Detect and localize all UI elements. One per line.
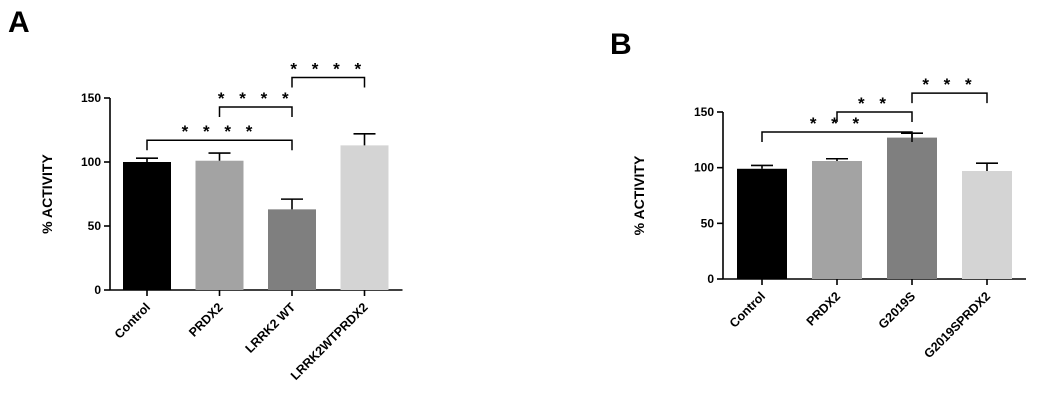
bar-prdx2 <box>812 160 862 279</box>
y-tick-label: 100 <box>81 155 101 169</box>
significance-bracket <box>761 131 913 143</box>
significance-label: * * * * <box>182 122 258 141</box>
significance-label: * * * * <box>290 60 366 79</box>
panel-letter-a: A <box>8 6 30 39</box>
y-tick-label: 50 <box>88 219 102 233</box>
category-label: PRDX2 <box>804 289 843 328</box>
significance-bracket <box>291 76 366 88</box>
bar-g2019s <box>887 137 937 279</box>
significance-bracket <box>911 92 988 104</box>
category-label: Control <box>727 289 768 330</box>
y-tick-label: 0 <box>94 283 101 297</box>
category-label: PRDX2 <box>186 300 225 339</box>
significance-bracket <box>836 111 913 122</box>
significance-bracket <box>218 106 293 117</box>
chart-panel-b: 0 50 100 150 % ACTIVITY Control PRDX2 G2019S G20… <box>631 75 1026 361</box>
y-tick-label: 50 <box>701 216 715 230</box>
bar-control <box>123 162 171 290</box>
y-tick-label: 100 <box>694 161 714 175</box>
significance-label: * * * * <box>218 89 294 108</box>
bar-g2019sprdx2 <box>962 171 1012 279</box>
bar-lrrk2wtprdx2 <box>340 145 389 290</box>
category-label: G2019S <box>876 289 918 331</box>
y-tick-label: 150 <box>81 91 101 105</box>
y-axis-label: % ACTIVITY <box>631 155 647 235</box>
category-label: LRRK2WTPRDX2 <box>288 300 371 383</box>
significance-label: * * * <box>810 114 864 133</box>
bar-control <box>737 168 787 279</box>
significance-label: * * * <box>922 75 976 94</box>
significance-bracket <box>146 139 293 151</box>
category-label: Control <box>112 300 153 341</box>
y-axis-label: % ACTIVITY <box>39 154 55 234</box>
y-tick-label: 0 <box>707 272 714 286</box>
panel-letter-b: B <box>610 28 632 61</box>
bar-lrrk2-wt <box>268 209 316 290</box>
chart-panel-a: 0 50 100 150 % ACTIVITY Control PRDX2 LRRK2 WTL… <box>39 60 403 383</box>
significance-label: * * <box>858 94 891 113</box>
category-label: G2019SPRDX2 <box>921 289 993 361</box>
category-label: LRRK2 WT <box>243 300 299 356</box>
bar-prdx2 <box>195 160 244 290</box>
y-tick-label: 150 <box>694 105 714 119</box>
